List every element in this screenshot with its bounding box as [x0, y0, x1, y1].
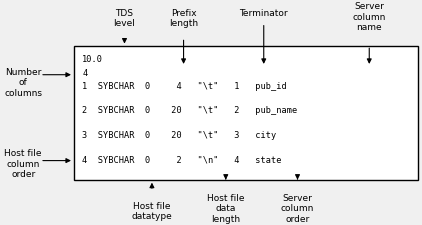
Text: TDS
level: TDS level [114, 9, 135, 28]
Text: 3  SYBCHAR  0    20   "\t"   3   city: 3 SYBCHAR 0 20 "\t" 3 city [82, 130, 276, 139]
Text: Host file
data
length: Host file data length [207, 193, 244, 223]
Text: Prefix
length: Prefix length [169, 9, 198, 28]
Text: Terminator: Terminator [239, 9, 288, 18]
Text: Host file
datatype: Host file datatype [132, 201, 172, 220]
Text: 10.0: 10.0 [82, 55, 103, 64]
Text: Host file
column
order: Host file column order [5, 148, 42, 178]
Text: 2  SYBCHAR  0    20   "\t"   2   pub_name: 2 SYBCHAR 0 20 "\t" 2 pub_name [82, 106, 298, 115]
Text: Server
column
name: Server column name [352, 2, 386, 32]
Text: 4  SYBCHAR  0     2   "\n"   4   state: 4 SYBCHAR 0 2 "\n" 4 state [82, 154, 282, 163]
Text: 4: 4 [82, 69, 87, 78]
Text: Server
column
order: Server column order [281, 193, 314, 223]
Bar [74, 47, 418, 180]
Text: 1  SYBCHAR  0     4   "\t"   1   pub_id: 1 SYBCHAR 0 4 "\t" 1 pub_id [82, 81, 287, 90]
Text: Number
of
columns: Number of columns [4, 68, 42, 97]
